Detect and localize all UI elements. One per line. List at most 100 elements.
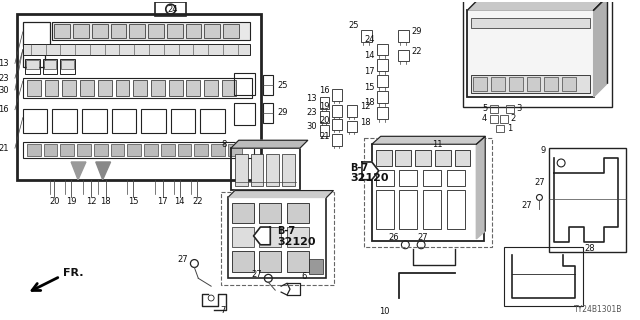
Bar: [178, 144, 191, 156]
Bar: [23, 142, 253, 158]
Bar: [472, 18, 589, 28]
Bar: [399, 189, 417, 229]
Text: 23: 23: [306, 108, 317, 117]
Text: 25: 25: [349, 21, 359, 30]
Bar: [364, 138, 492, 247]
Bar: [347, 105, 357, 116]
Bar: [423, 189, 441, 229]
Bar: [222, 80, 236, 96]
Polygon shape: [228, 191, 333, 197]
Bar: [211, 144, 225, 156]
Bar: [447, 189, 465, 229]
Bar: [17, 14, 261, 180]
Text: 6: 6: [302, 272, 307, 281]
Bar: [266, 154, 279, 186]
Bar: [396, 150, 412, 166]
Bar: [167, 24, 182, 38]
Bar: [251, 154, 264, 186]
Bar: [23, 78, 252, 98]
Text: 17: 17: [157, 197, 168, 206]
Bar: [92, 24, 108, 38]
Text: 18: 18: [364, 98, 375, 107]
Bar: [221, 192, 334, 285]
Bar: [235, 154, 248, 186]
Bar: [332, 105, 342, 116]
Bar: [25, 60, 40, 74]
Text: 27: 27: [521, 201, 532, 210]
Text: 14: 14: [364, 51, 375, 60]
Text: 22: 22: [192, 197, 203, 206]
Bar: [200, 109, 225, 133]
Bar: [264, 103, 273, 123]
Bar: [319, 111, 330, 123]
Bar: [490, 105, 498, 113]
Bar: [42, 60, 58, 74]
Bar: [463, 0, 612, 107]
Text: 9: 9: [540, 146, 545, 155]
Bar: [151, 80, 164, 96]
Bar: [23, 50, 45, 67]
Bar: [23, 44, 250, 55]
Bar: [496, 124, 504, 132]
Bar: [282, 154, 295, 186]
Text: 23: 23: [0, 74, 9, 83]
Bar: [204, 80, 218, 96]
Bar: [82, 109, 107, 133]
Text: 22: 22: [412, 47, 422, 56]
Text: 12: 12: [86, 197, 96, 206]
Text: FR.: FR.: [63, 268, 84, 278]
Bar: [27, 80, 40, 96]
Bar: [60, 60, 75, 74]
Bar: [144, 144, 158, 156]
Bar: [111, 109, 136, 133]
Bar: [399, 30, 410, 42]
Bar: [474, 77, 487, 91]
Text: 27: 27: [418, 233, 428, 242]
Bar: [133, 80, 147, 96]
Bar: [467, 10, 594, 97]
Polygon shape: [594, 0, 607, 97]
Text: 28: 28: [585, 244, 595, 253]
Bar: [435, 150, 451, 166]
Bar: [376, 150, 392, 166]
Bar: [447, 170, 465, 186]
Text: 24: 24: [364, 35, 375, 44]
Text: 21: 21: [0, 144, 9, 153]
Bar: [23, 22, 51, 46]
Bar: [27, 144, 40, 156]
Bar: [376, 189, 394, 229]
Bar: [377, 75, 388, 87]
Bar: [73, 24, 89, 38]
Bar: [171, 109, 195, 133]
Bar: [26, 60, 38, 69]
Bar: [223, 24, 239, 38]
Text: 27: 27: [535, 178, 545, 187]
Text: 3: 3: [516, 104, 522, 113]
Bar: [23, 109, 47, 133]
Bar: [98, 80, 111, 96]
Text: 25: 25: [277, 81, 288, 90]
Bar: [61, 60, 74, 69]
Text: 2: 2: [511, 114, 516, 123]
Bar: [377, 60, 388, 71]
Text: 11: 11: [433, 140, 443, 149]
Bar: [54, 24, 70, 38]
Text: 24: 24: [168, 5, 178, 14]
Text: B-7: B-7: [350, 163, 368, 173]
Text: 7: 7: [220, 306, 226, 315]
Text: 4: 4: [482, 114, 487, 123]
Bar: [186, 24, 201, 38]
Polygon shape: [253, 227, 270, 245]
Bar: [490, 115, 498, 123]
Bar: [504, 247, 583, 306]
Bar: [347, 121, 357, 132]
Text: 18: 18: [100, 197, 111, 206]
Bar: [232, 227, 253, 247]
Text: 15: 15: [364, 83, 375, 92]
Bar: [472, 75, 589, 93]
Bar: [204, 24, 220, 38]
Text: 19: 19: [66, 197, 76, 206]
Bar: [332, 134, 342, 146]
Bar: [234, 73, 255, 95]
Polygon shape: [96, 162, 111, 180]
